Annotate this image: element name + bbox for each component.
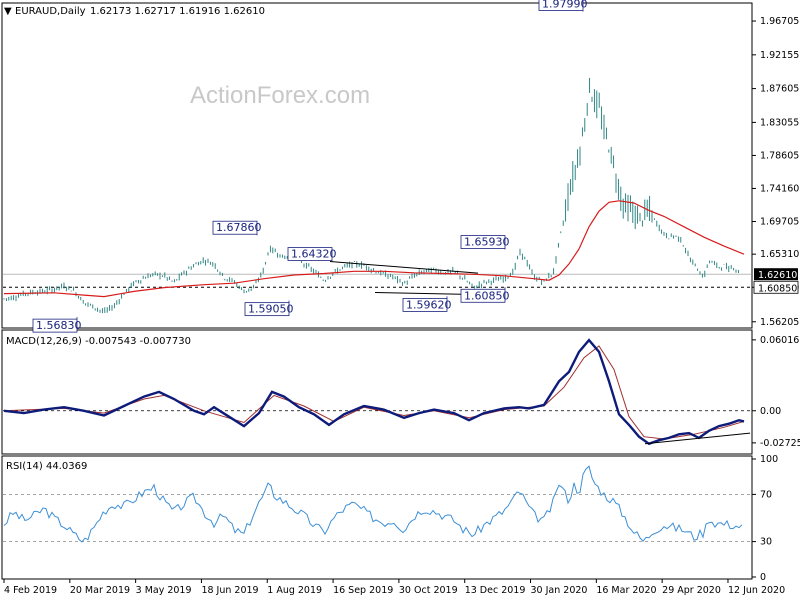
price-label: 1.67860 (216, 221, 262, 234)
price-label: 1.59050 (248, 303, 294, 316)
price-tick-label: 1.83055 (760, 117, 799, 128)
x-tick-label: 16 Mar 2020 (596, 585, 656, 596)
rsi-series: 100 70 30 0 (3, 454, 778, 583)
price-tick-label: 1.96705 (760, 16, 799, 27)
price-tick-label: 1.69705 (760, 217, 799, 228)
x-tick-label: 1 Aug 2019 (267, 585, 322, 596)
price-label-box (460, 235, 506, 249)
price-tick-label: 1.78605 (760, 150, 799, 161)
upper-trendline (329, 261, 479, 274)
reference-price-box (753, 280, 799, 294)
x-tick-label: 29 Apr 2020 (662, 585, 721, 596)
price-label-box (460, 288, 506, 303)
price-label: 1.56830 (36, 319, 82, 332)
x-tick-label: 4 Feb 2019 (4, 585, 57, 596)
price-tick-label: 1.87605 (760, 84, 799, 95)
current-price-box (754, 268, 798, 281)
rsi-tick-label: 30 (760, 537, 772, 548)
price-label-box (212, 220, 258, 235)
price-label-box (287, 247, 333, 261)
dropdown-arrow-icon[interactable]: ▼ (4, 6, 12, 17)
x-tick-label: 12 Jun 2020 (728, 585, 785, 596)
price-label-box (32, 318, 78, 333)
rsi-line (3, 465, 743, 543)
x-tick-label: 16 Sep 2019 (333, 585, 393, 596)
macd-tick-label: -0.02725 (760, 438, 800, 449)
macd-line (3, 338, 745, 446)
current-price-label: 1.62610 (758, 270, 797, 281)
rsi-panel (1, 455, 753, 580)
price-tick-label: 1.65310 (760, 249, 799, 260)
x-tick-label: 30 Jan 2020 (531, 585, 588, 596)
price-annotations: 1.97990 1.67860 1.64320 1.65930 1.59050 1.596… (32, 0, 588, 333)
price-label-box (402, 298, 448, 312)
watermark: ActionForex.com (190, 82, 370, 109)
macd-tick-label: 0.00 (760, 406, 781, 417)
rsi-header: RSI(14) 44.0369 (6, 461, 87, 472)
price-label: 1.97990 (542, 0, 588, 10)
price-label-box (244, 302, 290, 317)
price-panel (1, 2, 753, 329)
x-tick-label: 20 Mar 2019 (70, 585, 130, 596)
reference-price-label: 1.60850 (758, 283, 797, 294)
macd-tick-label: 0.060165 (760, 335, 800, 346)
price-tick-label: 1.74160 (760, 183, 799, 194)
x-tick-label: 18 Jun 2019 (201, 585, 258, 596)
macd-panel (1, 329, 753, 455)
rsi-tick-label: 0 (760, 572, 766, 583)
rsi-tick-label: 100 (760, 454, 778, 465)
price-label-box (538, 0, 584, 11)
price-label: 1.65930 (464, 236, 510, 249)
price-label: 1.59620 (406, 298, 452, 311)
price-tick-label: 1.56205 (760, 317, 799, 328)
x-tick-label: 13 Dec 2019 (465, 585, 526, 596)
price-tick-label: 1.92155 (760, 50, 799, 61)
macd-series: 0.060165 0.00 -0.02725 (3, 335, 800, 449)
macd-trendline (644, 432, 751, 445)
price-label: 1.64320 (291, 248, 337, 261)
x-tick-label: 30 Oct 2019 (399, 585, 458, 596)
moving-average-line (3, 200, 745, 298)
rsi-tick-label: 70 (760, 489, 772, 500)
ohlc-values: 1.62173 1.62717 1.61916 1.62610 (90, 6, 265, 17)
macd-header: MACD(12,26,9) -0.007543 -0.007730 (6, 336, 191, 347)
price-label: 1.60850 (464, 289, 510, 302)
x-axis: 4 Feb 2019 20 Mar 2019 3 May 2019 18 Jun 20… (3, 579, 785, 596)
x-tick-label: 3 May 2019 (136, 585, 192, 596)
symbol-label: EURAUD,Daily (15, 6, 86, 17)
